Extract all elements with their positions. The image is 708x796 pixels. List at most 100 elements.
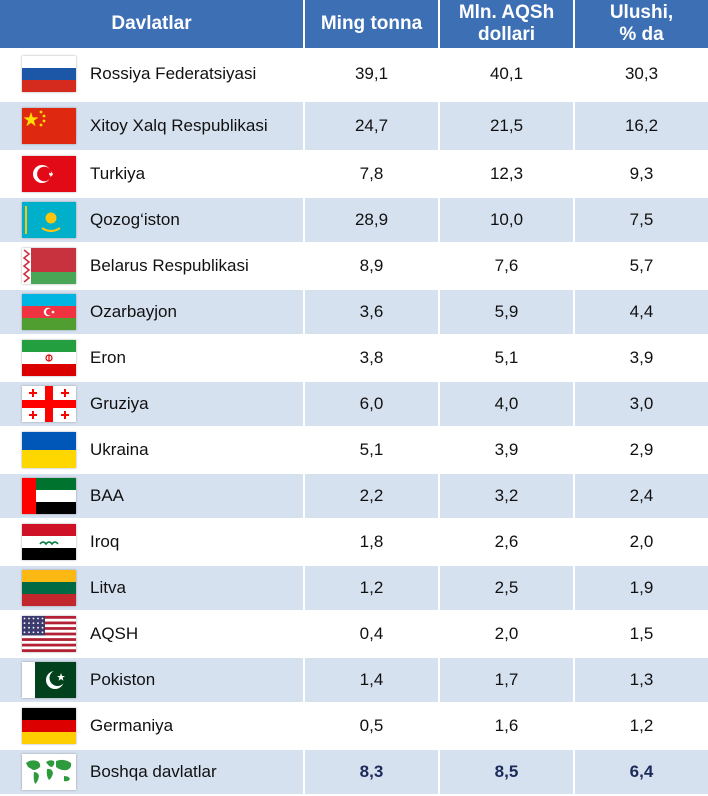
country-name: Qozog‘iston [90, 210, 180, 229]
header-row: Davlatlar Ming tonna Mln. AQSh dollari U… [0, 0, 708, 48]
country-cell: Pokiston [0, 657, 305, 704]
table-row: Qozog‘iston 28,9 10,0 7,5 [0, 197, 708, 244]
share-cell: 7,5 [574, 197, 708, 244]
country-cell: Eron [0, 335, 305, 382]
share-cell: 30,3 [574, 48, 708, 102]
total-row: Boshqa davlatlar 8,3 8,5 6,4 [0, 749, 708, 796]
table-row: Iroq 1,8 2,6 2,0 [0, 519, 708, 566]
kazakhstan-flag [22, 202, 76, 238]
country-name: Ozarbayjon [90, 302, 177, 321]
header-share: Ulushi, % da [574, 0, 708, 48]
table-row: BAA 2,2 3,2 2,4 [0, 473, 708, 520]
usd-cell: 2,5 [439, 565, 575, 612]
tons-cell: 3,6 [304, 289, 440, 336]
tons-cell: 0,4 [304, 611, 440, 658]
tons-cell: 0,5 [304, 703, 440, 750]
country-name: Xitoy Xalq Respublikasi [90, 116, 268, 135]
tons-cell: 39,1 [304, 48, 440, 102]
country-cell: Ukraina [0, 427, 305, 474]
tons-cell: 2,2 [304, 473, 440, 520]
country-cell: Gruziya [0, 381, 305, 428]
table-row: Turkiya 7,8 12,3 9,3 [0, 151, 708, 198]
share-cell: 1,3 [574, 657, 708, 704]
table-row: Germaniya 0,5 1,6 1,2 [0, 703, 708, 750]
share-cell: 6,4 [574, 749, 708, 796]
country-name: Germaniya [90, 716, 174, 735]
russia-flag [22, 56, 76, 92]
table-row: Litva 1,2 2,5 1,9 [0, 565, 708, 612]
share-cell: 1,9 [574, 565, 708, 612]
tons-cell: 5,1 [304, 427, 440, 474]
country-cell: Qozog‘iston [0, 197, 305, 244]
country-cell: Germaniya [0, 703, 305, 750]
usd-cell: 2,6 [439, 519, 575, 566]
tons-cell: 8,9 [304, 243, 440, 290]
country-name: Turkiya [90, 164, 146, 183]
usd-cell: 4,0 [439, 381, 575, 428]
uae-flag [22, 478, 76, 514]
share-cell: 4,4 [574, 289, 708, 336]
usd-cell: 1,6 [439, 703, 575, 750]
country-name: Eron [90, 348, 126, 367]
usd-cell: 12,3 [439, 151, 575, 198]
tons-cell: 7,8 [304, 151, 440, 198]
world-map-icon [22, 754, 76, 790]
usd-cell: 3,9 [439, 427, 575, 474]
country-name: BAA [90, 486, 125, 505]
country-name: Iroq [90, 532, 120, 551]
country-cell: Xitoy Xalq Respublikasi [0, 101, 305, 152]
share-cell: 9,3 [574, 151, 708, 198]
country-name: AQSH [90, 624, 139, 643]
country-cell: AQSH [0, 611, 305, 658]
header-country: Davlatlar [0, 0, 305, 48]
usd-cell: 8,5 [439, 749, 575, 796]
germany-flag [22, 708, 76, 744]
country-name: Pokiston [90, 670, 156, 689]
usd-cell: 40,1 [439, 48, 575, 102]
usa-flag [22, 616, 76, 652]
tons-cell: 3,8 [304, 335, 440, 382]
share-cell: 1,2 [574, 703, 708, 750]
turkey-flag [22, 156, 76, 192]
tons-cell: 24,7 [304, 101, 440, 152]
china-flag [22, 108, 76, 144]
tons-cell: 1,8 [304, 519, 440, 566]
usd-cell: 3,2 [439, 473, 575, 520]
table-row: Belarus Respublikasi 8,9 7,6 5,7 [0, 243, 708, 290]
country-cell: Iroq [0, 519, 305, 566]
table-row: Rossiya Federatsiyasi 39,1 40,1 30,3 [0, 48, 708, 102]
country-cell: Rossiya Federatsiyasi [0, 48, 305, 102]
share-cell: 2,9 [574, 427, 708, 474]
country-name: Litva [90, 578, 126, 597]
tons-cell: 8,3 [304, 749, 440, 796]
usd-cell: 10,0 [439, 197, 575, 244]
share-cell: 3,9 [574, 335, 708, 382]
country-cell: BAA [0, 473, 305, 520]
tons-cell: 28,9 [304, 197, 440, 244]
country-cell: Ozarbayjon [0, 289, 305, 336]
header-usd: Mln. AQSh dollari [439, 0, 575, 48]
usd-cell: 7,6 [439, 243, 575, 290]
azerbaijan-flag [22, 294, 76, 330]
table-row: Gruziya 6,0 4,0 3,0 [0, 381, 708, 428]
country-cell: Boshqa davlatlar [0, 749, 305, 796]
lithuania-flag [22, 570, 76, 606]
usd-cell: 5,1 [439, 335, 575, 382]
pakistan-flag [22, 662, 76, 698]
iran-flag [22, 340, 76, 376]
belarus-flag [22, 248, 76, 284]
country-name: Rossiya Federatsiyasi [90, 64, 257, 83]
country-cell: Litva [0, 565, 305, 612]
share-cell: 5,7 [574, 243, 708, 290]
tons-cell: 1,2 [304, 565, 440, 612]
table-row: Ozarbayjon 3,6 5,9 4,4 [0, 289, 708, 336]
country-name: Boshqa davlatlar [90, 762, 217, 781]
country-name: Belarus Respublikasi [90, 256, 249, 275]
share-cell: 2,4 [574, 473, 708, 520]
tons-cell: 6,0 [304, 381, 440, 428]
share-cell: 3,0 [574, 381, 708, 428]
country-name: Gruziya [90, 394, 149, 413]
table-row: AQSH 0,4 2,0 1,5 [0, 611, 708, 658]
table-row: Ukraina 5,1 3,9 2,9 [0, 427, 708, 474]
